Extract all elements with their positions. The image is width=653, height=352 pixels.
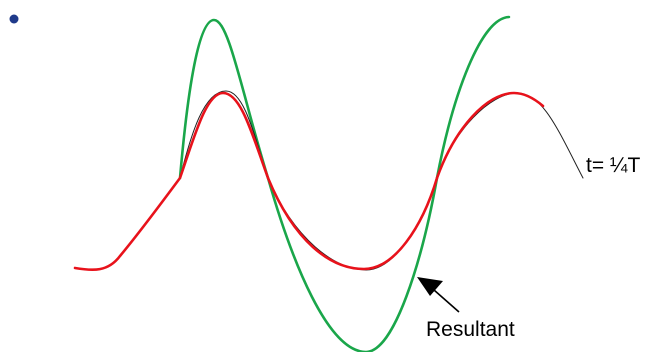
- time-label: t= ¼T: [586, 154, 640, 177]
- arrow-icon: [417, 277, 460, 313]
- green-wave: [178, 15, 511, 352]
- bullet-dot: [9, 14, 19, 24]
- black-wave: [179, 90, 584, 271]
- resultant-label: Resultant: [426, 318, 515, 341]
- red-wave: [73, 91, 545, 272]
